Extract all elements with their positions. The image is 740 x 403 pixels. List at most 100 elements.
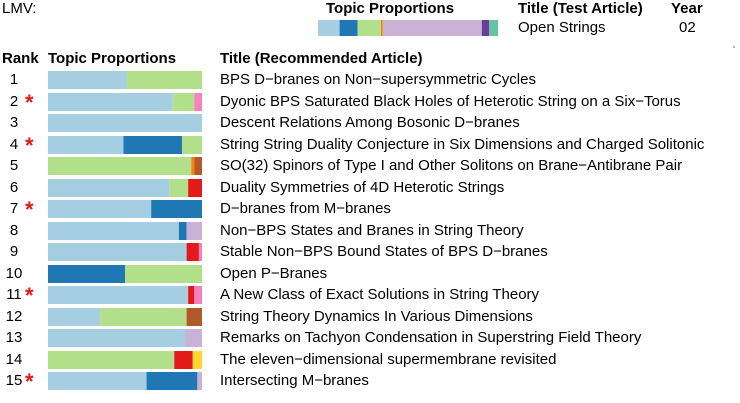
topic-bar-8 (48, 221, 202, 240)
row-4-segment-1 (48, 135, 124, 154)
row-11-segment-2 (188, 286, 195, 304)
recommended-title-7[interactable]: D−branes from M−branes (220, 200, 391, 217)
rank-column-heading: Rank (2, 50, 39, 67)
recommended-title-5[interactable]: SO(32) Spinors of Type I and Other Solit… (220, 157, 683, 174)
row-9-segment-2 (186, 243, 199, 261)
row-4-segment-3 (181, 135, 202, 154)
rank-3: 3 (9, 114, 19, 131)
topic-bar-1 (48, 71, 202, 89)
rank-6: 6 (9, 178, 19, 196)
rank-7: 7 (9, 200, 19, 217)
topic-bar-12 (48, 307, 202, 326)
row-12-segment-2 (100, 307, 187, 326)
topic-bar-11 (48, 286, 202, 304)
row-5-segment-3 (194, 157, 202, 175)
topic-bar-7 (48, 200, 202, 218)
test-bar-segment-5 (382, 20, 482, 36)
rank-13: 13 (5, 329, 23, 346)
row-9-segment-1 (48, 243, 187, 261)
recommended-title-3[interactable]: Descent Relations Among Bosonic D−branes (220, 114, 520, 131)
relevance-star-15: * (25, 369, 34, 394)
row-5-segment-1 (48, 157, 192, 175)
topic-bar-10 (48, 264, 202, 283)
topic-proportions-column-heading: Topic Proportions (48, 50, 177, 67)
topic-bar-13 (48, 329, 202, 347)
topic-bar-14 (48, 350, 202, 369)
test-bar-segment-7 (489, 20, 498, 36)
recommended-title-14[interactable]: The eleven−dimensional supermembrane rev… (220, 350, 557, 368)
recommended-title-6[interactable]: Duality Symmetries of 4D Heterotic Strin… (220, 178, 505, 196)
relevance-star-7: * (25, 197, 34, 222)
row-3-segment-1 (48, 114, 202, 132)
row-8-segment-3 (186, 221, 202, 240)
year-heading: Year (671, 0, 703, 17)
row-6-segment-3 (188, 178, 202, 197)
row-1-segment-2 (126, 71, 202, 89)
topic-bar-6 (48, 178, 202, 197)
rank-14: 14 (5, 350, 23, 368)
topic-bar-4 (48, 135, 202, 154)
recommended-title-11[interactable]: A New Class of Exact Solutions in String… (220, 286, 540, 303)
test-bar-segment-4 (381, 20, 383, 36)
rank-12: 12 (5, 307, 23, 325)
row-11-segment-3 (194, 286, 202, 304)
relevance-star-2: * (25, 89, 34, 115)
test-article-year: 02 (679, 19, 696, 36)
row-13-segment-2 (185, 329, 202, 347)
topic-bar-2 (48, 92, 202, 111)
row-10-segment-1 (48, 264, 125, 283)
topic-bar-9 (48, 243, 202, 261)
test-bar-segment-1 (318, 20, 340, 36)
test-bar-segment-3 (357, 20, 381, 36)
rank-8: 8 (9, 221, 19, 239)
topic-bar-15 (48, 372, 202, 390)
row-15-segment-1 (48, 372, 147, 390)
recommended-title-4[interactable]: String String Duality Conjecture in Six … (220, 135, 705, 153)
row-2-segment-3 (194, 92, 202, 111)
topic-bar-3 (48, 114, 202, 132)
row-14-segment-2 (174, 350, 193, 369)
row-6-segment-1 (48, 178, 170, 197)
rank-9: 9 (9, 243, 19, 260)
recommended-title-10[interactable]: Open P−Branes (220, 264, 328, 282)
row-7-segment-2 (151, 200, 202, 218)
row-12-segment-1 (48, 307, 101, 326)
row-14-segment-1 (48, 350, 175, 369)
row-8-segment-2 (178, 221, 187, 240)
row-15-segment-2 (146, 372, 198, 390)
row-14-segment-3 (192, 350, 202, 369)
row-12-segment-3 (186, 307, 202, 326)
row-7-segment-1 (48, 200, 152, 218)
row-11-segment-1 (48, 286, 189, 304)
test-article-topic-bar (318, 20, 498, 36)
recommended-title-15[interactable]: Intersecting M−branes (220, 372, 369, 389)
row-9-segment-3 (198, 243, 202, 261)
rank-1: 1 (9, 71, 19, 88)
row-6-segment-2 (169, 178, 189, 197)
test-topic-proportions-heading: Topic Proportions (326, 0, 455, 17)
recommended-title-8[interactable]: Non−BPS States and Branes in String Theo… (220, 221, 524, 239)
rank-11: 11 (6, 286, 22, 303)
recommended-title-12[interactable]: String Theory Dynamics In Various Dimens… (220, 307, 533, 325)
edge-tick-mark: ʹ (733, 45, 735, 56)
row-2-segment-1 (48, 92, 173, 111)
row-2-segment-2 (172, 92, 195, 111)
relevance-star-11: * (25, 283, 34, 308)
row-1-segment-1 (48, 71, 127, 89)
recommended-title-9[interactable]: Stable Non−BPS Bound States of BPS D−bra… (220, 243, 548, 260)
row-10-segment-2 (125, 264, 202, 283)
recommended-title-1[interactable]: BPS D−branes on Non−supersymmetric Cycle… (220, 71, 536, 88)
row-15-segment-3 (197, 372, 202, 390)
test-article-title: Open Strings (518, 19, 606, 36)
rank-15: 15 (5, 372, 23, 389)
recommended-title-2[interactable]: Dyonic BPS Saturated Black Holes of Hete… (220, 92, 681, 110)
row-4-segment-2 (123, 135, 182, 154)
row-8-segment-1 (48, 221, 179, 240)
test-bar-segment-2 (339, 20, 358, 36)
recommended-title-13[interactable]: Remarks on Tachyon Condensation in Super… (220, 329, 642, 346)
rank-2: 2 (9, 92, 19, 110)
rank-4: 4 (9, 135, 19, 153)
rank-5: 5 (9, 157, 19, 174)
recommended-title-column-heading: Title (Recommended Article) (220, 50, 423, 67)
test-bar-segment-6 (481, 20, 489, 36)
